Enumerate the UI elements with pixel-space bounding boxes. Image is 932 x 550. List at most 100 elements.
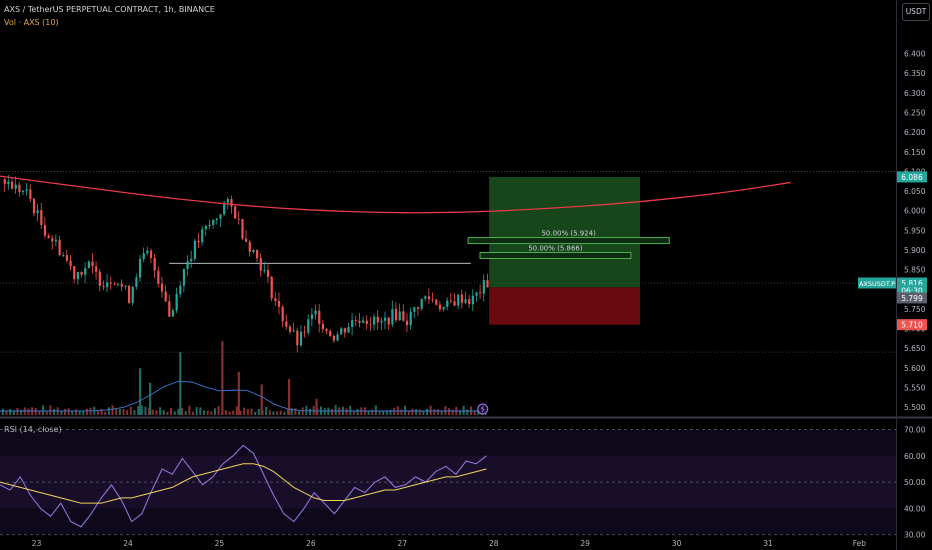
time-tick-label: 28 <box>489 539 499 548</box>
candle-body <box>223 202 226 215</box>
candle-body <box>405 320 409 326</box>
long-position-tool[interactable] <box>169 176 640 325</box>
volume-bar <box>254 411 257 415</box>
candle-body <box>449 300 453 302</box>
volume-bar <box>415 409 418 415</box>
candle-body <box>288 326 292 332</box>
candle-body <box>190 258 193 262</box>
volume-bar <box>257 408 260 415</box>
volume-bar <box>71 410 74 415</box>
candle-body <box>453 301 456 306</box>
volume-bar <box>246 409 249 415</box>
candle-body <box>204 226 207 230</box>
volume-bar <box>426 408 429 415</box>
volume-bar <box>104 411 107 415</box>
candle-body <box>427 296 431 300</box>
fib-label: 50.00% (5.924) <box>541 230 596 238</box>
volume-bar <box>466 409 469 415</box>
time-axis[interactable]: 23 24 25 26 27 28 29 30 31 Feb <box>32 539 867 548</box>
candle-body <box>471 295 474 305</box>
candle-body <box>252 250 255 252</box>
rsi-tick-label: 40.00 <box>904 504 926 513</box>
fib-boxes[interactable]: 50.00% (5.924) 50.00% (5.866) <box>467 230 670 259</box>
volume-bar <box>283 411 286 415</box>
candle-body <box>351 320 354 328</box>
candle-body <box>197 240 200 243</box>
candle-body <box>219 214 222 219</box>
candle-body <box>146 250 149 254</box>
volume-bars <box>0 341 487 415</box>
currency-button[interactable]: USDT <box>902 3 930 21</box>
volume-bar <box>173 411 176 415</box>
volume-bar <box>312 405 315 415</box>
candle-body <box>307 319 310 333</box>
price-tag-label: 6.086 <box>901 173 923 182</box>
candle-body <box>91 261 94 267</box>
volume-bar <box>400 409 403 415</box>
volume-bar <box>177 408 180 415</box>
volume-bar <box>107 407 110 415</box>
volume-bar <box>20 410 23 415</box>
candle-body <box>10 181 14 189</box>
candle-body <box>102 285 105 287</box>
candle-body <box>285 321 288 327</box>
volume-bar <box>378 411 381 415</box>
volume-bar <box>374 405 377 415</box>
volume-bar <box>272 411 275 415</box>
candle-body <box>18 184 21 193</box>
candle-body <box>149 250 153 258</box>
volume-bar <box>260 384 263 415</box>
price-tick-label: 6.150 <box>904 148 926 157</box>
profit-zone <box>489 176 640 288</box>
rsi-tick-label: 70.00 <box>904 426 926 435</box>
volume-bar <box>382 410 385 415</box>
volume-bar <box>315 398 318 415</box>
volume-bar <box>137 405 140 415</box>
volume-bar <box>232 410 235 415</box>
volume-bar <box>111 405 114 415</box>
candle-body <box>332 335 335 341</box>
volume-bar <box>429 405 432 415</box>
arc-drawing[interactable] <box>0 175 791 214</box>
volume-bar <box>202 410 205 415</box>
rsi-line <box>0 444 487 528</box>
price-tick-label: 6.200 <box>904 128 926 137</box>
candle-body <box>3 179 6 184</box>
volume-bar <box>367 410 370 415</box>
volume-bar <box>49 405 52 415</box>
price-tick-label: 5.950 <box>904 226 926 235</box>
volume-bar <box>100 408 103 415</box>
candle-body <box>482 280 485 294</box>
candle-body <box>365 320 368 324</box>
volume-bar <box>437 409 440 415</box>
price-tag <box>897 277 927 289</box>
candle-body <box>263 270 266 271</box>
price-tick-label: 5.850 <box>904 266 926 275</box>
candle-body <box>256 250 259 259</box>
price-tick-label: 6.400 <box>904 50 926 59</box>
rsi-legend[interactable]: RSI (14, close) <box>4 425 62 434</box>
candle-body <box>208 224 211 227</box>
candle-body <box>266 270 270 277</box>
volume-ma-line <box>0 380 480 412</box>
loss-zone <box>489 287 640 325</box>
candle-body <box>186 261 189 269</box>
price-tick-label: 5.550 <box>904 384 926 393</box>
candle-body <box>76 272 79 280</box>
rsi-pane: 70.00 60.00 50.00 40.00 30.00 <box>0 426 926 540</box>
volume-bar <box>85 408 88 415</box>
candle-body <box>25 189 28 191</box>
candle-body <box>95 266 98 272</box>
volume-bar <box>53 409 56 415</box>
volume-bar <box>166 411 169 415</box>
volume-bar <box>118 408 121 415</box>
volume-legend[interactable]: Vol · AXS (10) <box>4 18 59 27</box>
volume-bar <box>170 407 173 415</box>
rsi-tick-label: 50.00 <box>904 478 926 487</box>
candle-body <box>117 283 120 285</box>
candle-body <box>120 283 123 287</box>
volume-bar <box>323 408 326 415</box>
price-tick-label: 5.500 <box>904 403 926 412</box>
candle-body <box>58 239 61 255</box>
